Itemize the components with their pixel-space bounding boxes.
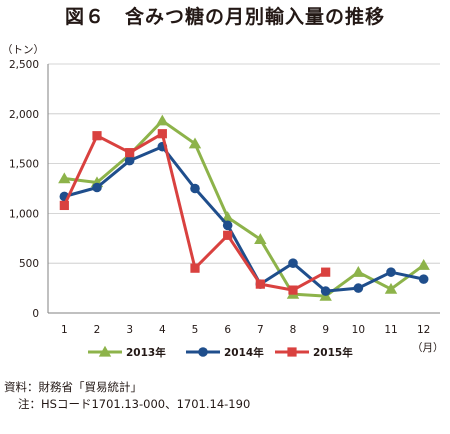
data-point	[124, 155, 135, 166]
series-3	[59, 129, 331, 295]
x-tick-labels: 1 2 3 4 5 6 7 8 9 10 11 12	[61, 324, 430, 336]
y-tick-labels: 0 500 1,000 1,500 2,000 2,500	[9, 59, 39, 320]
series-line	[63, 145, 425, 293]
data-point	[58, 172, 71, 184]
data-point	[288, 258, 298, 269]
x-tick-label: 3	[126, 324, 133, 336]
data-point	[288, 285, 298, 295]
y-tick-label: 1,500	[9, 159, 39, 171]
data-point	[320, 286, 331, 296]
data-point	[59, 200, 69, 211]
data-point	[384, 282, 398, 294]
legend: 2013年 2014年 2015年	[88, 345, 353, 359]
data-point	[188, 137, 202, 149]
gridlines	[48, 63, 440, 264]
legend-label: 2015年	[313, 346, 353, 359]
data-point	[418, 274, 429, 284]
data-point	[353, 283, 364, 293]
data-point	[223, 230, 233, 240]
data-point	[190, 183, 200, 194]
notes: 資料：財務省「貿易統計」 注：HSコード1701.13-000、1701.14-…	[4, 379, 250, 413]
series-2	[59, 141, 429, 296]
legend-item: 2013年	[88, 345, 166, 359]
chart-title: 図６ 含みつ糖の月別輸入量の推移	[64, 6, 385, 28]
x-tick-label: 11	[384, 324, 397, 336]
data-point	[92, 131, 102, 141]
source-note: 資料：財務省「貿易統計」	[4, 380, 142, 394]
data-point	[156, 114, 169, 126]
data-point	[221, 211, 234, 223]
data-point	[386, 267, 396, 277]
data-point	[352, 265, 365, 277]
y-tick-label: 500	[19, 258, 39, 270]
series-1	[58, 114, 430, 301]
x-tick-label: 6	[224, 324, 231, 336]
data-point	[157, 129, 167, 139]
y-tick-label: 1,000	[9, 208, 39, 220]
series-lines	[58, 114, 430, 301]
x-tick-label: 7	[257, 324, 264, 336]
y-tick-label: 0	[32, 308, 39, 320]
legend-marker	[287, 347, 297, 357]
x-tick-label: 10	[352, 324, 365, 336]
data-point	[125, 148, 135, 158]
axes	[47, 64, 440, 314]
legend-item: 2014年	[186, 346, 264, 359]
legend-marker	[198, 347, 208, 357]
x-tick-label: 1	[61, 324, 68, 336]
legend-label: 2013年	[126, 346, 166, 359]
data-point	[222, 220, 233, 231]
data-point	[417, 258, 430, 270]
hs-code-note: 注：HSコード1701.13-000、1701.14-190	[18, 397, 251, 411]
legend-label: 2014年	[224, 346, 264, 359]
data-point	[254, 233, 267, 244]
x-unit-label: （月）	[412, 342, 444, 354]
x-tick-label: 4	[159, 324, 166, 336]
y-tick-label: 2,500	[9, 59, 39, 71]
legend-item: 2015年	[275, 346, 353, 359]
x-tick-label: 2	[94, 324, 101, 336]
data-point	[321, 267, 331, 277]
data-point	[255, 279, 265, 289]
x-tick-label: 5	[192, 324, 199, 336]
x-tick-label: 8	[290, 324, 297, 336]
legend-marker	[98, 345, 112, 357]
x-tick-label: 12	[417, 324, 430, 336]
y-unit-label: （トン）	[2, 44, 44, 56]
data-point	[190, 263, 200, 273]
data-point	[92, 182, 102, 193]
x-tick-label: 9	[322, 324, 329, 336]
y-tick-label: 2,000	[9, 109, 39, 121]
